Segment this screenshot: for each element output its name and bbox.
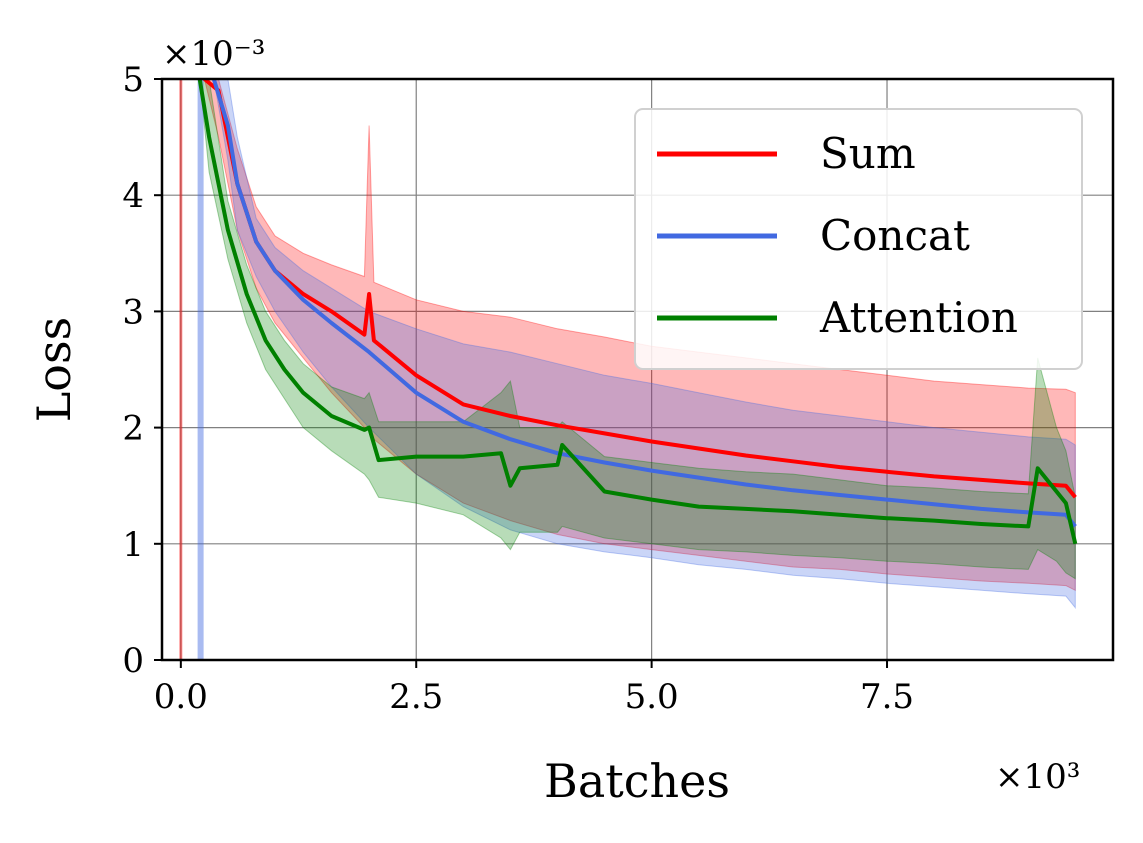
y-tick-label: 0 xyxy=(122,641,144,681)
attention-line xyxy=(197,79,1078,545)
y-tick-label: 1 xyxy=(122,525,144,565)
x-tick-label: 2.5 xyxy=(389,677,443,717)
x-axis-label: Batches xyxy=(544,754,730,808)
y-tick-label: 2 xyxy=(122,409,144,449)
x-tick-label: 0.0 xyxy=(154,677,208,717)
axis-ticks: 0.0 2.5 5.0 7.5 0 1 2 3 4 5 xyxy=(122,60,914,717)
y-tick-label: 4 xyxy=(122,176,144,216)
x-axis-multiplier: ×10³ xyxy=(995,757,1080,797)
y-tick-label: 3 xyxy=(122,292,144,332)
concat-line xyxy=(211,79,1077,528)
x-tick-label: 7.5 xyxy=(860,677,914,717)
y-tick-label: 5 xyxy=(122,60,144,100)
y-axis-label: Loss xyxy=(27,317,81,422)
legend-label-sum: Sum xyxy=(820,129,916,178)
legend-label-concat: Concat xyxy=(820,211,970,260)
x-tick-label: 5.0 xyxy=(625,677,679,717)
legend-label-attention: Attention xyxy=(819,293,1018,342)
y-axis-multiplier: ×10⁻³ xyxy=(162,34,265,74)
confidence-bands xyxy=(179,79,1076,660)
legend: Sum Concat Attention xyxy=(634,108,1083,370)
legend-box xyxy=(634,108,1083,370)
plot-frame xyxy=(160,77,1115,662)
series-lines xyxy=(197,79,1078,545)
